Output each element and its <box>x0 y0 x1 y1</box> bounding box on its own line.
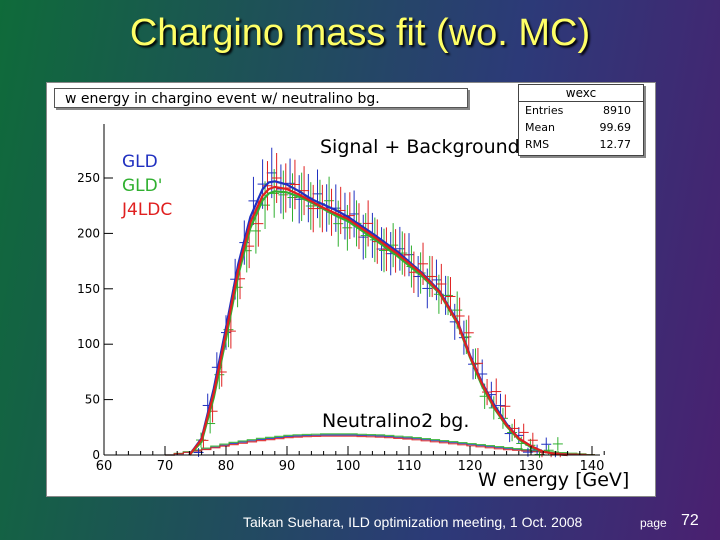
stats-value: 99.69 <box>599 121 632 134</box>
legend-entry-gld: GLD <box>122 152 158 172</box>
y-tick-label: 100 <box>77 337 100 351</box>
slide-title: Chargino mass fit (wo. MC) <box>129 12 591 54</box>
x-axis-label: W energy [GeV] <box>478 469 630 491</box>
histogram-title: w energy in chargino event w/ neutralino… <box>54 88 468 108</box>
footer-text: Taikan Suehara, ILD optimization meeting… <box>243 514 583 530</box>
stats-row-rms: RMS 12.77 <box>519 136 643 153</box>
signal-annotation: Signal + Background <box>320 136 520 158</box>
x-tick-label: 80 <box>218 459 235 474</box>
x-tick-label: 70 <box>157 459 174 474</box>
x-tick-label: 60 <box>96 459 113 474</box>
x-tick-label: 120 <box>458 459 483 474</box>
y-tick-label: 50 <box>85 393 100 407</box>
background-annotation: Neutralino2 bg. <box>322 410 470 432</box>
background-curves <box>165 433 595 456</box>
stats-value: 12.77 <box>599 138 632 151</box>
y-tick-label: 200 <box>77 226 100 240</box>
x-tick-label: 110 <box>397 459 422 474</box>
stats-row-mean: Mean 99.69 <box>519 119 643 136</box>
page-label: page <box>640 516 667 530</box>
stats-value: 8910 <box>603 104 631 117</box>
x-tick-label: 130 <box>519 459 544 474</box>
background-histogram <box>165 435 595 456</box>
legend-entry-gld-prime: GLD' <box>122 176 163 196</box>
legend-entry-j4ldc: J4LDC <box>122 200 173 220</box>
fit-curve <box>188 185 568 457</box>
y-tick-label: 0 <box>92 448 100 462</box>
stats-row-entries: Entries 8910 <box>519 102 643 119</box>
background-histogram <box>165 433 595 456</box>
x-tick-label: 90 <box>279 459 296 474</box>
fit-curves <box>188 180 568 457</box>
stats-label: Entries <box>525 104 564 117</box>
x-tick-label: 100 <box>336 459 361 474</box>
page-number: 72 <box>681 512 699 529</box>
stats-label: RMS <box>525 138 550 151</box>
stats-box: wexc Entries 8910 Mean 99.69 RMS 12.77 <box>518 84 644 156</box>
stats-name: wexc <box>519 85 643 102</box>
stats-label: Mean <box>525 121 555 134</box>
axes: 60 70 80 90 100 110 120 130 140 0 50 100 150 200 250 <box>77 124 605 474</box>
y-tick-label: 250 <box>77 171 100 185</box>
legend: GLD GLD' J4LDC <box>122 150 172 222</box>
y-tick-label: 150 <box>77 282 100 296</box>
x-tick-label: 140 <box>580 459 605 474</box>
